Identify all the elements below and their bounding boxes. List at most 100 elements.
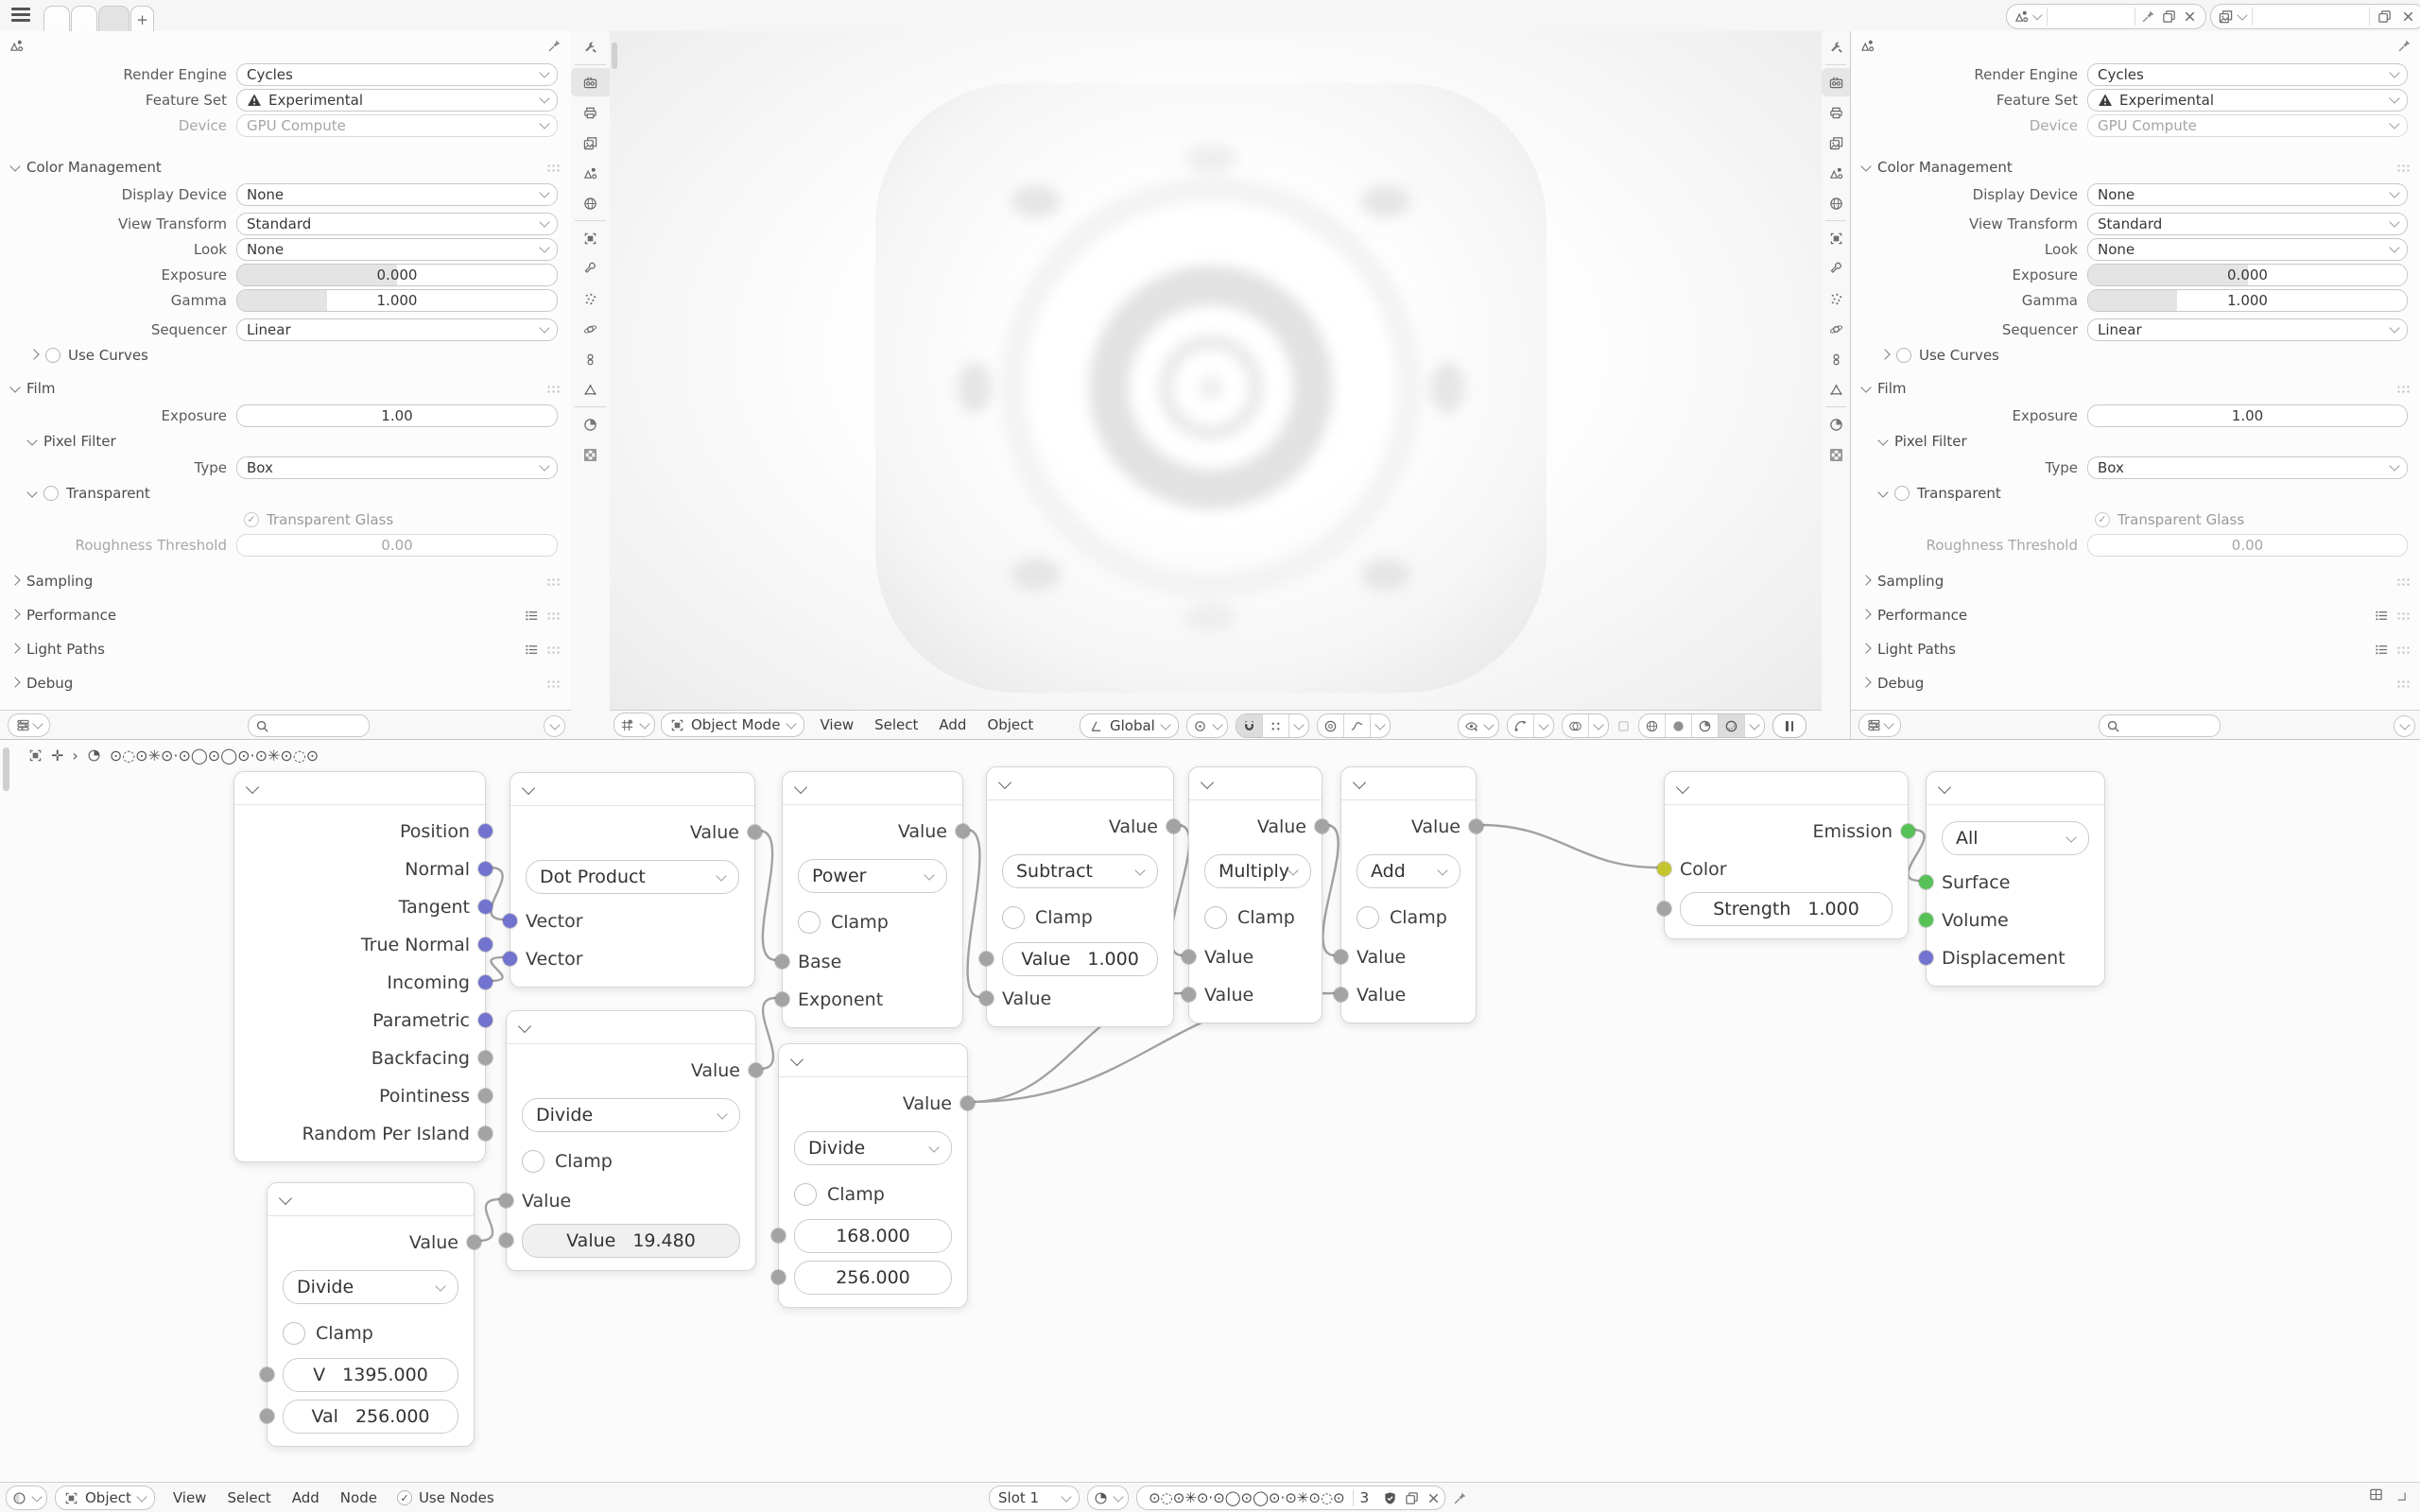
node-dividebl[interactable]: Value Divide Clamp V 1395.000 Val 256.000 <box>260 1182 481 1447</box>
editor-type-button[interactable] <box>8 713 50 737</box>
drag-dots-icon[interactable] <box>546 644 560 654</box>
node-value-field[interactable]: Val 256.000 <box>283 1400 458 1434</box>
socket-output-normal[interactable] <box>478 861 493 876</box>
tab-object-data-properties[interactable] <box>571 375 610 404</box>
tab-material-properties[interactable] <box>571 410 610 438</box>
tab-constraints-properties[interactable] <box>571 345 610 373</box>
tab-texture-properties[interactable] <box>571 440 610 469</box>
collapse-chevron-icon[interactable] <box>1937 780 1952 794</box>
node-divide168[interactable]: Value Divide Clamp 168.000 256.000 <box>771 1043 975 1308</box>
collapse-chevron-icon[interactable] <box>793 780 808 794</box>
shader-type-dropdown[interactable]: Object <box>55 1486 155 1510</box>
node-dropdown-divide[interactable]: Divide <box>522 1098 740 1132</box>
tab-physics-properties[interactable] <box>571 315 610 343</box>
node-header[interactable] <box>1341 767 1476 800</box>
node-emission[interactable]: Emission Color Strength 1.000 <box>1657 771 1915 939</box>
collapse-chevron-icon[interactable] <box>997 775 1012 789</box>
preset-list-icon[interactable] <box>2375 609 2389 623</box>
drag-dots-icon[interactable] <box>2396 576 2410 586</box>
socket-output-value[interactable] <box>1167 818 1181 833</box>
collapse-chevron-icon[interactable] <box>278 1191 293 1205</box>
socket-output-value[interactable] <box>1469 818 1483 833</box>
socket-output-value[interactable] <box>1315 818 1329 833</box>
tab-view-layer-properties[interactable] <box>571 129 610 157</box>
prop-field-exposure[interactable]: 0.000 <box>2087 263 2408 286</box>
socket-output-pointiness[interactable] <box>478 1088 493 1103</box>
node-output[interactable]: All Surface Volume Displacement <box>1919 771 2105 987</box>
workspace-tab-1[interactable] <box>43 6 70 32</box>
node-value-field[interactable]: 168.000 <box>794 1219 952 1253</box>
viewport-menu-select[interactable]: Select <box>874 716 919 733</box>
subsection-use-curves[interactable]: Use Curves <box>1851 342 2420 369</box>
drag-dots-icon[interactable] <box>2396 644 2410 654</box>
tab-world-properties[interactable] <box>1822 189 1850 217</box>
node-header[interactable] <box>507 1011 755 1044</box>
tab-tool-properties[interactable] <box>1822 33 1850 61</box>
prop-dropdown-render-engine[interactable]: Cycles <box>236 62 558 86</box>
node-dropdown-power[interactable]: Power <box>798 859 947 893</box>
menu-icon[interactable] <box>11 8 30 23</box>
tab-scene-properties[interactable] <box>1822 159 1850 187</box>
socket-output-value[interactable] <box>748 824 762 839</box>
socket-input-vector[interactable] <box>503 913 517 928</box>
preset-list-icon[interactable] <box>525 643 539 657</box>
clamp-checkbox[interactable] <box>1002 906 1025 929</box>
material-browse-dropdown[interactable] <box>1087 1486 1130 1510</box>
prop-field-exposure[interactable]: 1.00 <box>2087 404 2408 427</box>
viewport-menu-add[interactable]: Add <box>939 716 967 733</box>
overlays-toggle[interactable] <box>1562 713 1609 738</box>
node-divide19[interactable]: Value Divide Clamp Value Value 19.480 <box>499 1010 763 1271</box>
drag-dots-icon[interactable] <box>546 576 560 586</box>
tab-modifiers-properties[interactable] <box>571 254 610 283</box>
tab-physics-properties[interactable] <box>1822 315 1850 343</box>
scrollbar[interactable] <box>3 747 9 791</box>
subsection-transparent[interactable]: Transparent <box>0 480 571 507</box>
transform-orientation-dropdown[interactable]: Global <box>1080 713 1179 738</box>
shader-node-editor[interactable]: ✛ › ⊙◌⊙✳⊙·⊙◯⊙◯⊙·⊙✳⊙◌⊙ Position Normal Tang… <box>0 739 2420 1512</box>
show-object-types-dropdown[interactable] <box>1458 713 1499 738</box>
tab-output-properties[interactable] <box>571 98 610 127</box>
collapse-chevron-icon[interactable] <box>1200 775 1215 789</box>
section-performance[interactable]: Performance <box>0 601 571 629</box>
close-icon[interactable] <box>2183 8 2198 26</box>
section-sampling[interactable]: Sampling <box>0 567 571 595</box>
drag-dots-icon[interactable] <box>546 610 560 620</box>
section-color-management[interactable]: Color Management <box>0 153 571 181</box>
snap-settings-icon[interactable] <box>1261 714 1288 737</box>
view-layer-name-field[interactable] <box>2251 8 2370 26</box>
search-field[interactable] <box>248 714 370 737</box>
pin-icon[interactable] <box>547 39 562 53</box>
subsection-transparent[interactable]: Transparent <box>1851 480 2420 507</box>
search-input[interactable] <box>273 717 358 734</box>
socket-output-tangent[interactable] <box>478 899 493 914</box>
subsection-use-curves[interactable]: Use Curves <box>0 342 571 369</box>
tab-scene-properties[interactable] <box>571 159 610 187</box>
tab-object-properties[interactable] <box>1822 224 1850 252</box>
material-name-field[interactable]: ⊙◌⊙✳⊙·⊙◯⊙◯⊙·⊙✳⊙◌⊙ 3 <box>1136 1486 1446 1510</box>
node-canvas[interactable]: ✛ › ⊙◌⊙✳⊙·⊙◯⊙◯⊙·⊙✳⊙◌⊙ Position Normal Tang… <box>0 740 2420 1483</box>
socket-input-strength[interactable] <box>1657 901 1671 916</box>
view-layer-selector[interactable] <box>2210 4 2420 29</box>
section-debug[interactable]: Debug <box>0 669 571 697</box>
node-multiply[interactable]: Value Multiply Clamp Value Value <box>1182 766 1329 1023</box>
socket-input-value[interactable] <box>1182 987 1196 1002</box>
node-geometry[interactable]: Position Normal Tangent True Normal Incoming… <box>233 771 493 1162</box>
workspace-tab-2[interactable] <box>71 6 97 32</box>
socket-input-value[interactable] <box>771 1228 786 1243</box>
snap-controls[interactable] <box>1235 713 1309 738</box>
socket-input-val[interactable] <box>260 1408 274 1423</box>
socket-input-value[interactable] <box>979 990 994 1005</box>
pivot-point-dropdown[interactable] <box>1185 713 1228 738</box>
socket-input-volume[interactable] <box>1919 912 1933 927</box>
checkbox-use-curves[interactable] <box>1896 348 1911 363</box>
node-header[interactable] <box>1189 767 1322 800</box>
gizmos-toggle[interactable] <box>1507 713 1554 738</box>
node-header[interactable] <box>268 1183 474 1216</box>
proportional-edit-icon[interactable] <box>1318 714 1343 737</box>
node-header[interactable] <box>234 772 485 805</box>
prop-field-roughness-threshold[interactable]: 0.00 <box>2087 533 2408 557</box>
socket-input-value[interactable] <box>979 951 994 966</box>
checkbox-transparent-glass[interactable] <box>2095 511 2110 527</box>
options-button[interactable] <box>2394 715 2415 737</box>
section-sampling[interactable]: Sampling <box>1851 567 2420 595</box>
